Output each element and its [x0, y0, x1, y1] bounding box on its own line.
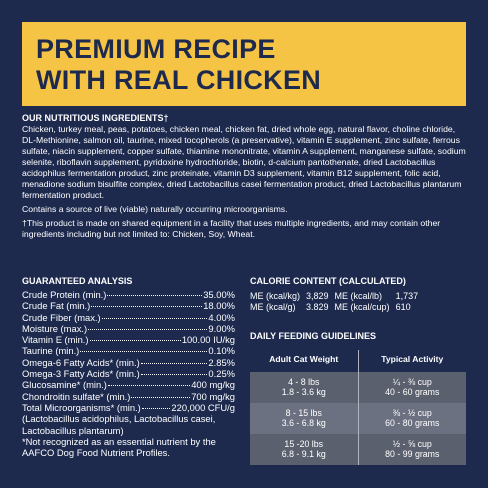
analysis-row: Omega-3 Fatty Acids* (min.) 0.25% — [22, 368, 235, 379]
nutrient: Vitamin E (min.) — [22, 334, 89, 346]
calorie-value: 3.829 — [306, 302, 329, 312]
cell-line: 8 - 15 lbs — [285, 407, 322, 418]
nutrient: Omega-3 Fatty Acids* (min.) — [22, 368, 140, 380]
cell-line: 6.8 - 9.1 kg — [281, 449, 326, 459]
calorie-value: 1,737 — [395, 291, 419, 301]
calorie-row: ME (kcal/kg) 3,829 ME (kcal/lb) 1,737 — [250, 291, 424, 302]
analysis-row: Crude Protein (min.) 35.00% — [22, 289, 235, 300]
ingredients-text: Chicken, turkey meal, peas, potatoes, ch… — [22, 124, 466, 200]
title-line: PREMIUM RECIPE — [36, 34, 276, 64]
analysis-row: Glucosamine* (min.) 400 mg/kg — [22, 379, 235, 390]
calorie-unit: ME (kcal/kg) — [250, 291, 301, 301]
calorie-unit: ME (kcal/g) — [250, 302, 296, 312]
column-header: Adult Cat Weight — [269, 354, 339, 364]
cell-line: 4 - 8 lbs — [288, 376, 320, 387]
nutrient: Total Microorganisms* (min.) — [22, 401, 141, 413]
analysis-rows: Crude Protein (min.) 35.00% Crude Fat (min… — [22, 289, 235, 413]
amount: 700 mg/kg — [191, 390, 235, 402]
amount: 2.85% — [208, 356, 235, 368]
leader — [107, 295, 203, 296]
cell-line: ¼ - ⅜ cup — [392, 376, 432, 387]
feeding-cell: 15 -20 lbs 6.8 - 9.1 kg — [250, 434, 358, 465]
amount: 18.00% — [203, 300, 235, 312]
ingredients-heading: OUR NUTRITIOUS INGREDIENTS† — [22, 113, 169, 123]
title-banner: PREMIUM RECIPE WITH REAL CHICKEN — [22, 22, 466, 106]
nutrient: Crude Fiber (max.) — [22, 311, 101, 323]
cell-line: 40 - 60 grams — [385, 387, 440, 397]
nutrient: Omega-6 Fatty Acids* (min.) — [22, 356, 140, 368]
calorie-unit: ME (kcal/cup) — [334, 302, 390, 312]
nutrient: Crude Protein (min.) — [22, 289, 107, 300]
calorie-content: CALORIE CONTENT (CALCULATED) ME (kcal/kg… — [250, 275, 468, 313]
nutrient: Crude Fat (min.) — [22, 300, 91, 312]
amount: 9.00% — [208, 322, 235, 334]
amount: 0.25% — [208, 368, 235, 380]
amount: 0.10% — [208, 345, 235, 357]
analysis-heading: GUARANTEED ANALYSIS — [22, 276, 133, 286]
analysis-row: Chondroitin sulfate* (min.) 700 mg/kg — [22, 391, 235, 402]
analysis-extra: (Lactobacillus acidophilus, Lactobacillu… — [22, 413, 216, 436]
feeding-cell: ⅜ - ½ cup 60 - 80 grams — [357, 402, 466, 434]
cell-line: 80 - 99 grams — [385, 449, 440, 459]
leader — [91, 306, 203, 308]
feeding-heading: DAILY FEEDING GUIDELINES — [250, 331, 377, 341]
feeding-cell: 4 - 8 lbs 1.8 - 3.6 kg — [250, 372, 358, 403]
cell-line: 3.6 - 6.8 kg — [281, 418, 326, 428]
leader — [89, 340, 181, 342]
leader — [131, 396, 191, 398]
calorie-value: 610 — [395, 302, 411, 312]
cell-line: 15 -20 lbs — [284, 438, 324, 449]
leader — [140, 362, 208, 364]
feeding-row: 4 - 8 lbs 1.8 - 3.6 kg ¼ - ⅜ cup 40 - 60 gr… — [250, 371, 466, 403]
title-line: WITH REAL CHICKEN — [36, 65, 322, 95]
analysis-footnote: *Not recognized as an essential nutrient… — [22, 435, 216, 459]
feeding-cell: ¼ - ⅜ cup 40 - 60 grams — [357, 371, 466, 403]
amount: 220,000 CFU/g — [171, 401, 235, 413]
calorie-table: ME (kcal/kg) 3,829 ME (kcal/lb) 1,737 ME (kc… — [250, 291, 424, 313]
cell-line: ⅜ - ½ cup — [392, 407, 432, 418]
analysis-row: Moisture (max.) 9.00% — [22, 323, 235, 334]
analysis-row: Crude Fat (min.) 18.00% — [22, 300, 235, 311]
note: Contains a source of live (viable) natur… — [22, 204, 288, 214]
nutrient: Glucosamine* (min.) — [22, 379, 107, 391]
feeding-guidelines: DAILY FEEDING GUIDELINES Adult Cat Weigh… — [250, 330, 466, 465]
feeding-row: 15 -20 lbs 6.8 - 9.1 kg ½ - ⅝ cup 80 - 99 g… — [250, 433, 466, 465]
nutrient: Moisture (max.) — [22, 322, 88, 334]
feeding-row: 8 - 15 lbs 3.6 - 6.8 kg ⅜ - ½ cup 60 - 80 g… — [250, 402, 466, 434]
leader — [80, 351, 208, 353]
feeding-cell: 8 - 15 lbs 3.6 - 6.8 kg — [250, 403, 358, 434]
leader — [141, 407, 171, 409]
feeding-table: Adult Cat Weight Typical Activity 4 - 8 l… — [250, 350, 466, 465]
note: †This product is made on shared equipmen… — [22, 218, 441, 239]
analysis-row: Taurine (min.) 0.10% — [22, 345, 235, 356]
analysis-row: Total Microorganisms* (min.) 220,000 CFU/… — [22, 402, 235, 413]
amount: 400 mg/kg — [191, 379, 235, 391]
analysis-row: Omega-6 Fatty Acids* (min.) 2.85% — [22, 357, 235, 368]
analysis-row: Crude Fiber (max.) 4.00% — [22, 312, 235, 323]
cell-line: 60 - 80 grams — [385, 418, 440, 428]
calorie-heading: CALORIE CONTENT (CALCULATED) — [250, 276, 406, 286]
calorie-unit: ME (kcal/lb) — [334, 291, 383, 301]
ingredients: OUR NUTRITIOUS INGREDIENTS† Chicken, tur… — [22, 112, 468, 240]
feeding-cell: ½ - ⅝ cup 80 - 99 grams — [357, 433, 466, 465]
nutrient: Chondroitin sulfate* (min.) — [22, 390, 131, 402]
amount: 4.00% — [208, 311, 235, 323]
cell-line: ½ - ⅝ cup — [392, 438, 432, 449]
analysis-row: Vitamin E (min.) 100.00 IU/kg — [22, 334, 235, 345]
column-header: Typical Activity — [357, 350, 466, 372]
guaranteed-analysis: GUARANTEED ANALYSIS Crude Protein (min.)… — [22, 275, 235, 458]
leader — [107, 385, 191, 387]
leader — [140, 374, 208, 376]
calorie-value: 3,829 — [306, 291, 329, 301]
nutrient: Taurine (min.) — [22, 345, 80, 357]
leader — [101, 317, 208, 319]
amount: 35.00% — [203, 289, 235, 300]
amount: 100.00 IU/kg — [181, 334, 235, 346]
cell-line: 1.8 - 3.6 kg — [281, 387, 326, 397]
leader — [88, 328, 208, 330]
calorie-row: ME (kcal/g) 3.829 ME (kcal/cup) 610 — [250, 302, 424, 313]
